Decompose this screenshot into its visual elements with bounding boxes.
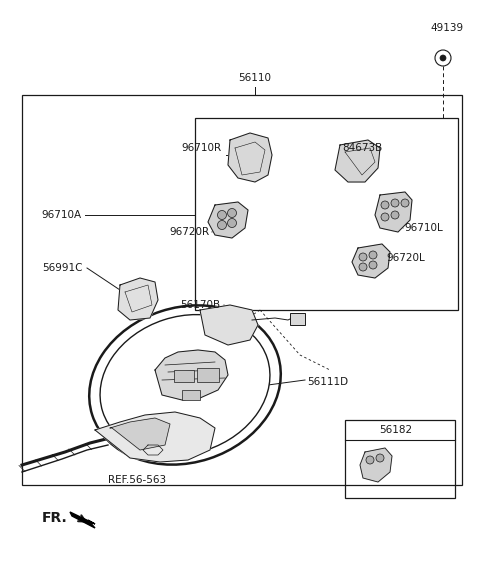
Polygon shape — [118, 278, 158, 320]
Text: 96710L: 96710L — [404, 223, 443, 233]
Polygon shape — [70, 512, 95, 528]
Circle shape — [440, 55, 446, 61]
Bar — [195, 118, 458, 310]
Circle shape — [391, 211, 399, 219]
Text: 56111D: 56111D — [307, 377, 348, 387]
Circle shape — [401, 199, 409, 207]
Text: REF.56-563: REF.56-563 — [108, 475, 166, 485]
Text: 49139: 49139 — [430, 23, 463, 33]
Bar — [174, 370, 194, 382]
Circle shape — [369, 251, 377, 259]
Bar — [22, 95, 462, 485]
Circle shape — [359, 263, 367, 271]
Bar — [345, 420, 455, 498]
Polygon shape — [352, 244, 390, 278]
Polygon shape — [200, 305, 258, 345]
Polygon shape — [95, 412, 215, 462]
Circle shape — [366, 456, 374, 464]
Polygon shape — [375, 192, 412, 232]
Text: 96710A: 96710A — [42, 210, 82, 220]
Circle shape — [381, 213, 389, 221]
Text: 96720R: 96720R — [170, 227, 210, 237]
Circle shape — [228, 219, 237, 228]
Polygon shape — [228, 133, 272, 182]
Text: 96720L: 96720L — [386, 253, 425, 263]
Circle shape — [359, 253, 367, 261]
Text: 96710R: 96710R — [182, 143, 222, 153]
Circle shape — [228, 208, 237, 218]
Text: 84673B: 84673B — [342, 143, 382, 153]
Text: 56110: 56110 — [239, 73, 272, 83]
Circle shape — [376, 454, 384, 462]
Polygon shape — [208, 202, 248, 238]
Polygon shape — [155, 350, 228, 400]
Text: FR.: FR. — [42, 511, 68, 525]
Bar — [197, 368, 219, 382]
Bar — [182, 390, 200, 400]
Circle shape — [217, 211, 227, 219]
Ellipse shape — [100, 315, 270, 456]
Circle shape — [217, 220, 227, 229]
Circle shape — [391, 199, 399, 207]
Circle shape — [369, 261, 377, 269]
Text: 56170B: 56170B — [180, 300, 220, 310]
Text: 56182: 56182 — [379, 425, 413, 435]
Bar — [290, 313, 305, 325]
Polygon shape — [335, 140, 380, 182]
Circle shape — [381, 201, 389, 209]
Text: 56991C: 56991C — [43, 263, 83, 273]
Polygon shape — [360, 448, 392, 482]
Polygon shape — [110, 418, 170, 450]
